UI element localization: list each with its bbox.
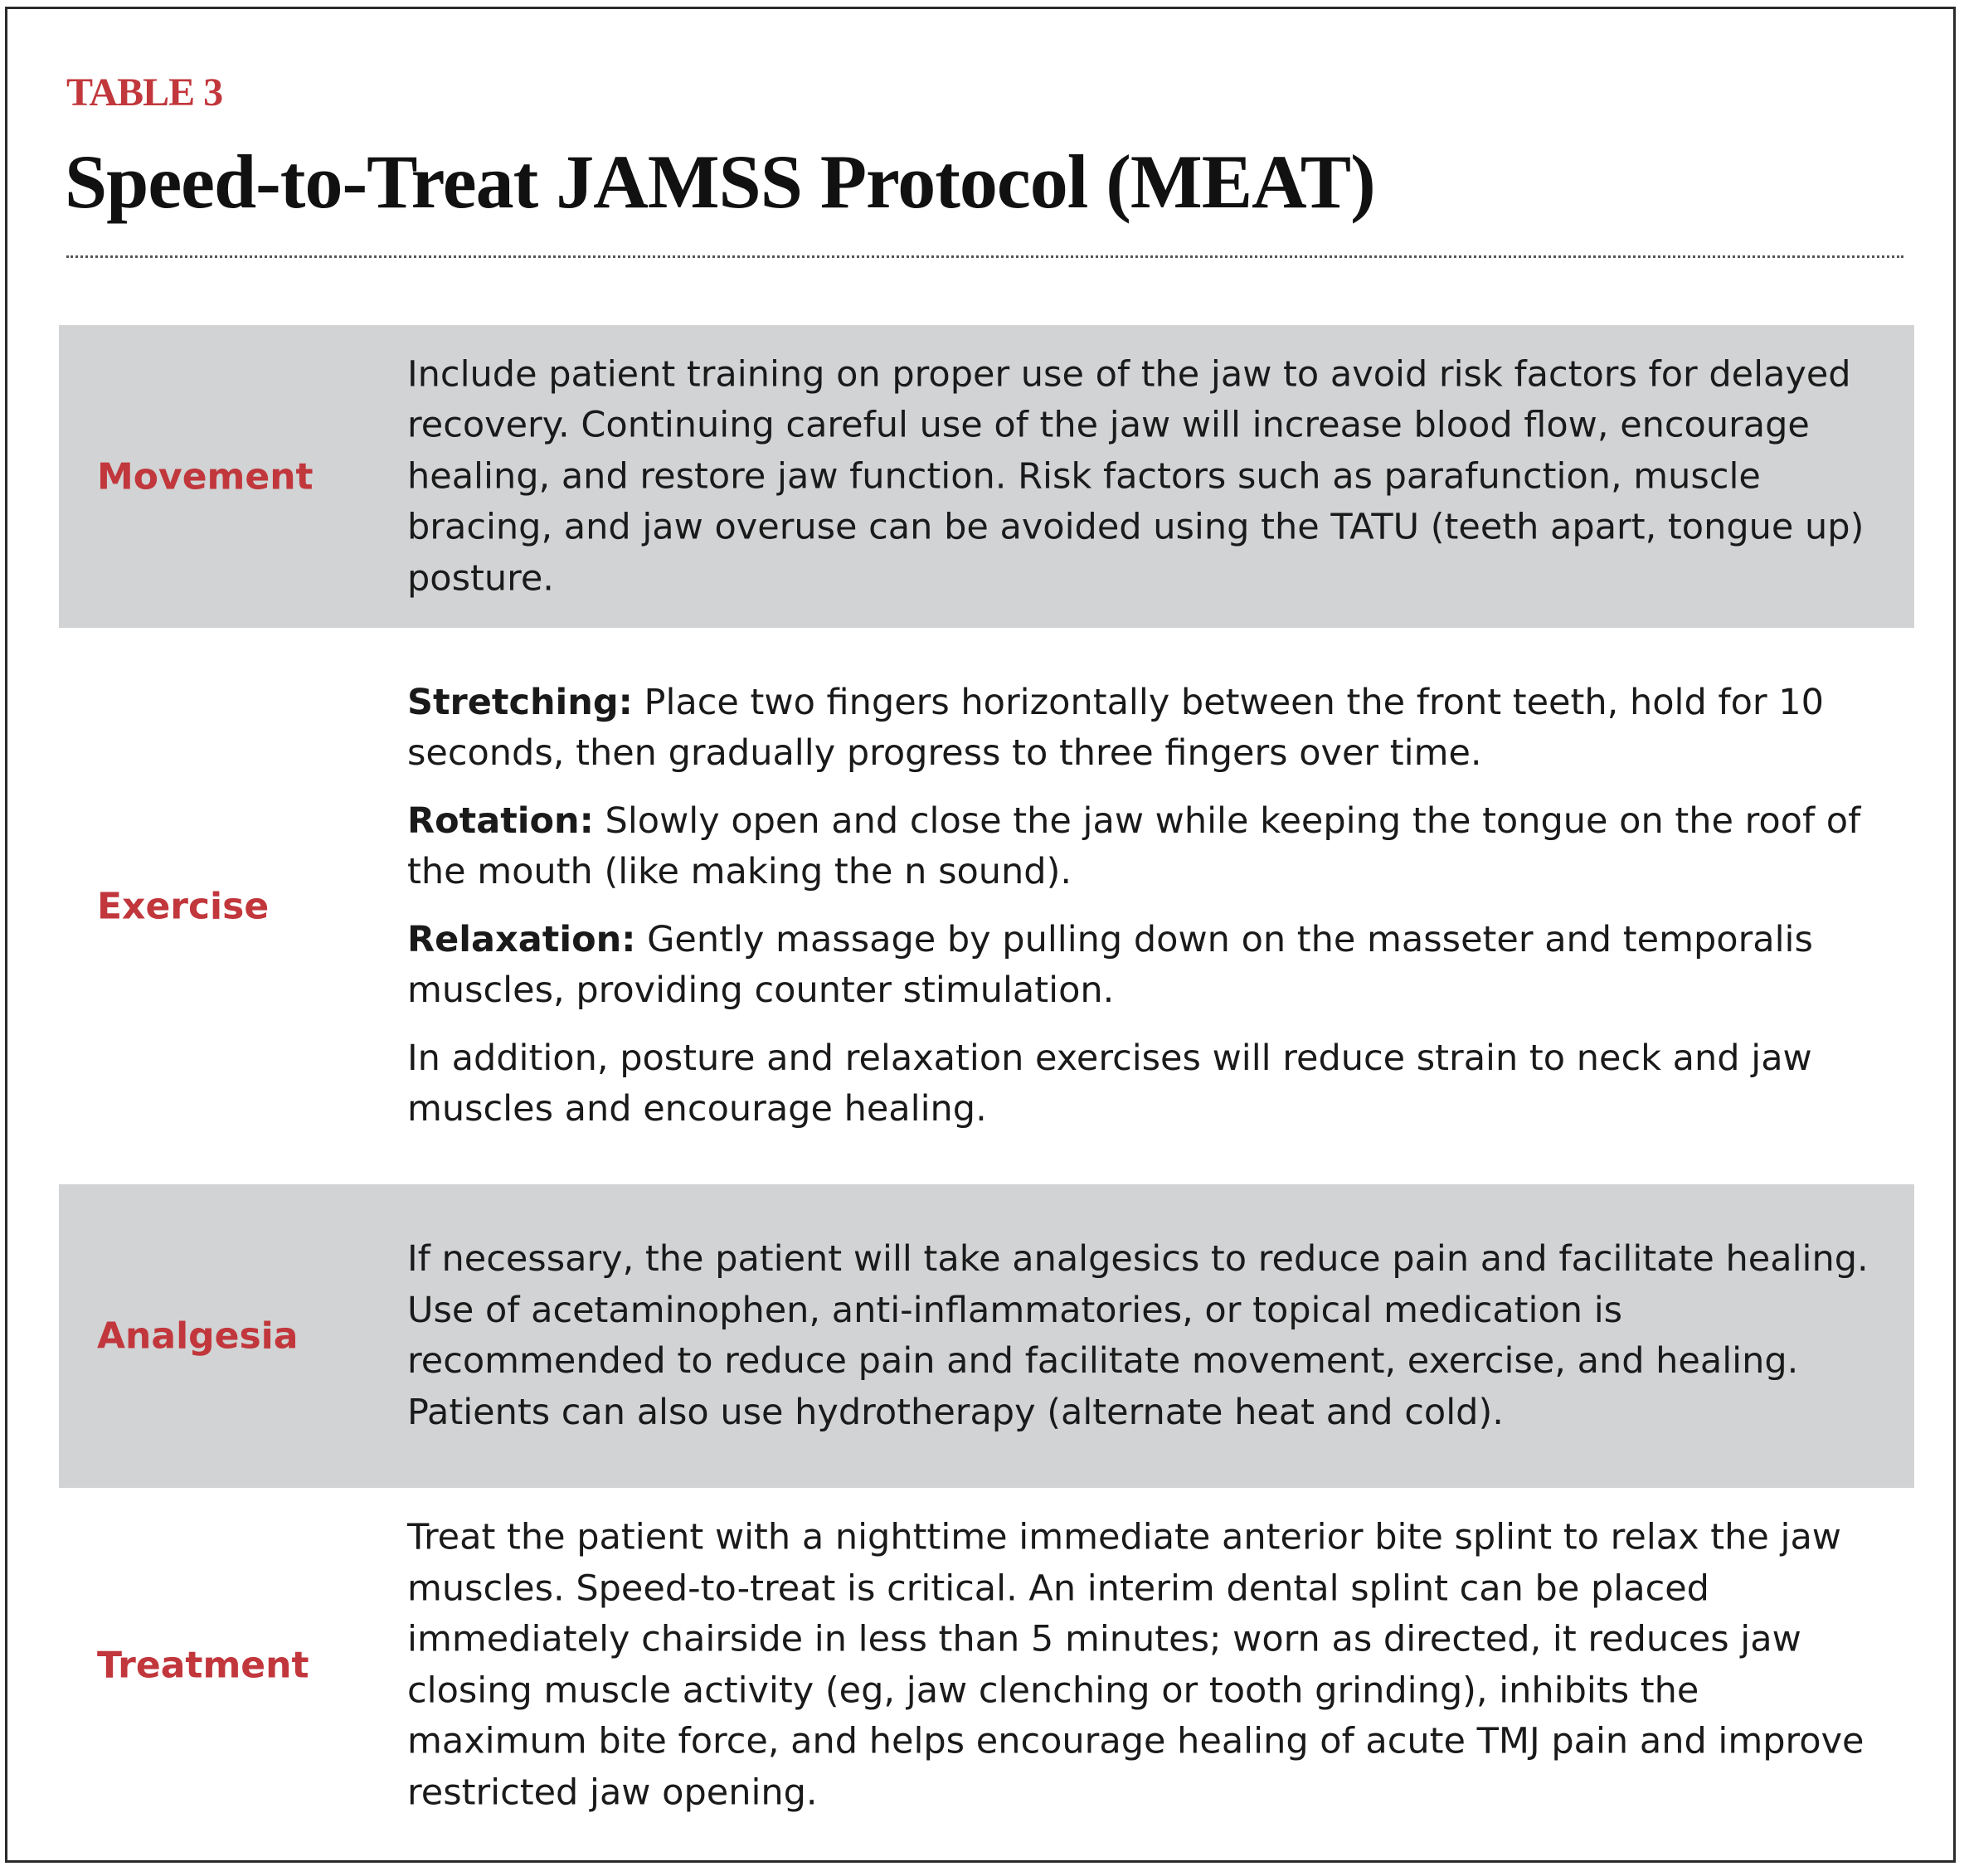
table-row-movement: Movement Include patient training on pro… <box>59 325 1914 628</box>
paragraph-text: Slowly open and close the jaw while keep… <box>407 799 1861 893</box>
paragraph: If necessary, the patient will take anal… <box>407 1234 1881 1438</box>
row-description: Include patient training on proper use o… <box>407 349 1881 605</box>
paragraph-text: Gently massage by pulling down on the ma… <box>407 918 1813 1012</box>
table-frame <box>5 7 1956 1863</box>
paragraph: Rotation: Slowly open and close the jaw … <box>407 796 1881 898</box>
row-label: Treatment <box>97 1644 309 1687</box>
table-number: TABLE 3 <box>66 70 223 114</box>
paragraph: Relaxation: Gently massage by pulling do… <box>407 915 1881 1017</box>
paragraph-text: If necessary, the patient will take anal… <box>407 1238 1869 1433</box>
paragraph-text: In addition, posture and relaxation exer… <box>407 1037 1812 1130</box>
paragraph: Include patient training on proper use o… <box>407 349 1881 605</box>
table-row-exercise: Exercise Stretching: Place two fingers h… <box>59 628 1914 1184</box>
paragraph-lead: Stretching: <box>407 681 633 723</box>
table-row-analgesia: Analgesia If necessary, the patient will… <box>59 1184 1914 1488</box>
row-label: Movement <box>97 455 314 498</box>
paragraph-text: Place two fingers horizontally between t… <box>407 681 1824 775</box>
paragraph-lead: Relaxation: <box>407 918 636 960</box>
table-row-treatment: Treatment Treat the patient with a night… <box>59 1488 1914 1843</box>
paragraph: Stretching: Place two fingers horizontal… <box>407 678 1881 780</box>
row-label: Analgesia <box>97 1315 299 1358</box>
row-description: If necessary, the patient will take anal… <box>407 1234 1881 1438</box>
paragraph-text: Include patient training on proper use o… <box>407 352 1864 599</box>
row-description: Treat the patient with a nighttime immed… <box>407 1513 1881 1819</box>
row-description: Stretching: Place two fingers horizontal… <box>407 678 1881 1135</box>
dotted-divider <box>66 255 1903 258</box>
row-label: Exercise <box>97 885 270 927</box>
paragraph-lead: Rotation: <box>407 799 594 842</box>
paragraph: Treat the patient with a nighttime immed… <box>407 1513 1881 1819</box>
paragraph: In addition, posture and relaxation exer… <box>407 1033 1881 1135</box>
table-title: Speed-to-Treat JAMSS Protocol (MEAT) <box>65 139 1376 224</box>
paragraph-text: Treat the patient with a nighttime immed… <box>407 1516 1864 1814</box>
